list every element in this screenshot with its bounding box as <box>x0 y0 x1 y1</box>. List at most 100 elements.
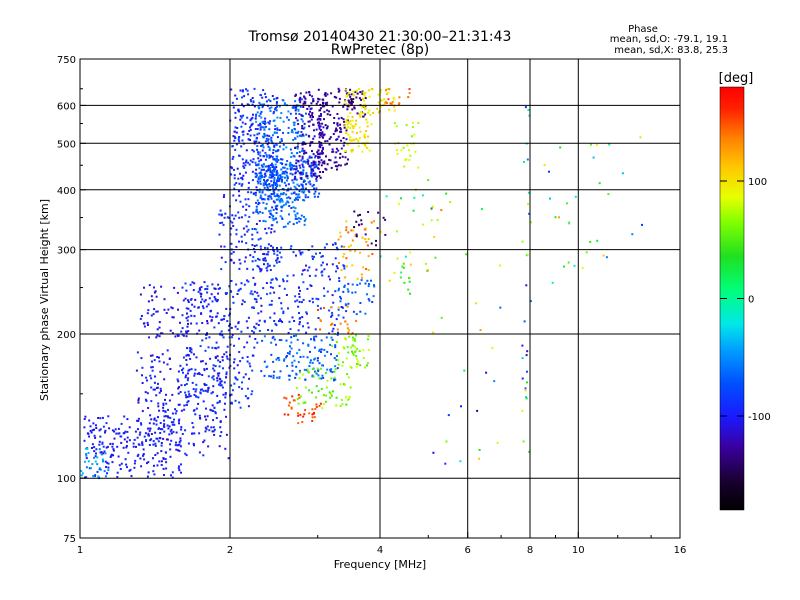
data-point <box>325 243 328 246</box>
data-point <box>244 122 247 125</box>
data-point <box>275 97 278 100</box>
data-point <box>324 371 327 374</box>
data-point <box>237 322 240 325</box>
data-point <box>179 391 182 393</box>
data-point <box>276 172 279 175</box>
data-point <box>191 422 194 424</box>
data-point <box>266 169 269 172</box>
data-point <box>404 255 407 258</box>
data-point <box>246 116 249 119</box>
data-point <box>269 173 272 176</box>
data-point <box>203 439 206 442</box>
data-point <box>251 306 254 309</box>
data-point <box>222 367 224 370</box>
data-point <box>317 117 320 120</box>
data-point <box>278 177 281 180</box>
data-point <box>526 158 529 161</box>
data-point <box>238 190 240 193</box>
data-point <box>153 381 156 384</box>
data-point <box>302 373 305 376</box>
data-point <box>141 441 144 444</box>
data-point <box>271 278 274 281</box>
data-point <box>206 390 209 393</box>
data-point <box>268 216 271 219</box>
data-point <box>311 420 314 422</box>
data-point <box>323 105 326 108</box>
data-point <box>137 420 140 422</box>
data-point <box>310 338 312 341</box>
data-point <box>258 114 261 117</box>
data-point <box>192 388 195 391</box>
data-point <box>237 289 240 292</box>
data-point <box>221 318 224 321</box>
data-point <box>303 152 305 155</box>
data-point <box>142 448 145 451</box>
data-point <box>103 470 106 473</box>
data-point <box>276 127 279 130</box>
stats-x-mode: mean, sd,X: 83.8, 25.3 <box>614 45 728 56</box>
data-point <box>93 450 96 453</box>
data-point <box>331 330 334 333</box>
data-point <box>308 155 311 158</box>
data-point <box>272 158 275 161</box>
data-point <box>219 361 222 363</box>
data-point <box>313 166 316 169</box>
data-point <box>183 404 186 407</box>
data-point <box>234 148 237 151</box>
data-point <box>187 330 190 333</box>
data-point <box>222 336 225 339</box>
data-point <box>333 379 335 382</box>
data-point <box>251 330 254 332</box>
data-point <box>430 207 433 210</box>
data-point <box>257 182 260 185</box>
data-point <box>182 367 185 370</box>
data-point <box>204 299 207 302</box>
data-point <box>337 164 340 167</box>
data-point <box>356 363 358 365</box>
data-point <box>264 117 267 120</box>
data-point <box>255 120 258 123</box>
data-point <box>285 184 287 187</box>
data-point <box>186 353 189 356</box>
data-point <box>250 100 253 103</box>
data-point <box>348 101 351 104</box>
data-point <box>249 134 252 137</box>
data-point <box>216 372 219 375</box>
data-point <box>274 168 277 171</box>
data-point <box>84 476 87 479</box>
data-point <box>551 281 554 284</box>
data-point <box>521 357 524 360</box>
data-point <box>195 383 198 386</box>
data-point <box>197 396 200 399</box>
data-point <box>294 177 297 180</box>
data-point <box>273 98 276 101</box>
data-point <box>272 110 275 113</box>
data-point <box>299 171 302 174</box>
data-point <box>364 145 367 148</box>
data-point <box>145 440 147 442</box>
data-point <box>346 93 349 96</box>
data-point <box>162 402 165 405</box>
data-point <box>237 109 240 111</box>
data-point <box>165 402 168 405</box>
data-point <box>200 312 203 315</box>
data-point <box>156 356 159 358</box>
data-point <box>210 293 213 296</box>
data-point <box>85 476 88 479</box>
data-point <box>235 131 238 134</box>
data-point <box>543 164 546 167</box>
data-point <box>309 164 312 167</box>
data-point <box>307 160 309 163</box>
data-point <box>315 102 318 105</box>
data-point <box>134 430 137 433</box>
data-point <box>351 93 353 96</box>
data-point <box>523 161 525 163</box>
data-point <box>204 415 206 418</box>
data-point <box>301 127 304 130</box>
data-point <box>276 183 279 186</box>
data-point <box>296 105 299 108</box>
data-point <box>301 120 304 123</box>
data-point <box>307 120 310 123</box>
data-point <box>308 135 311 138</box>
data-point <box>315 403 318 406</box>
